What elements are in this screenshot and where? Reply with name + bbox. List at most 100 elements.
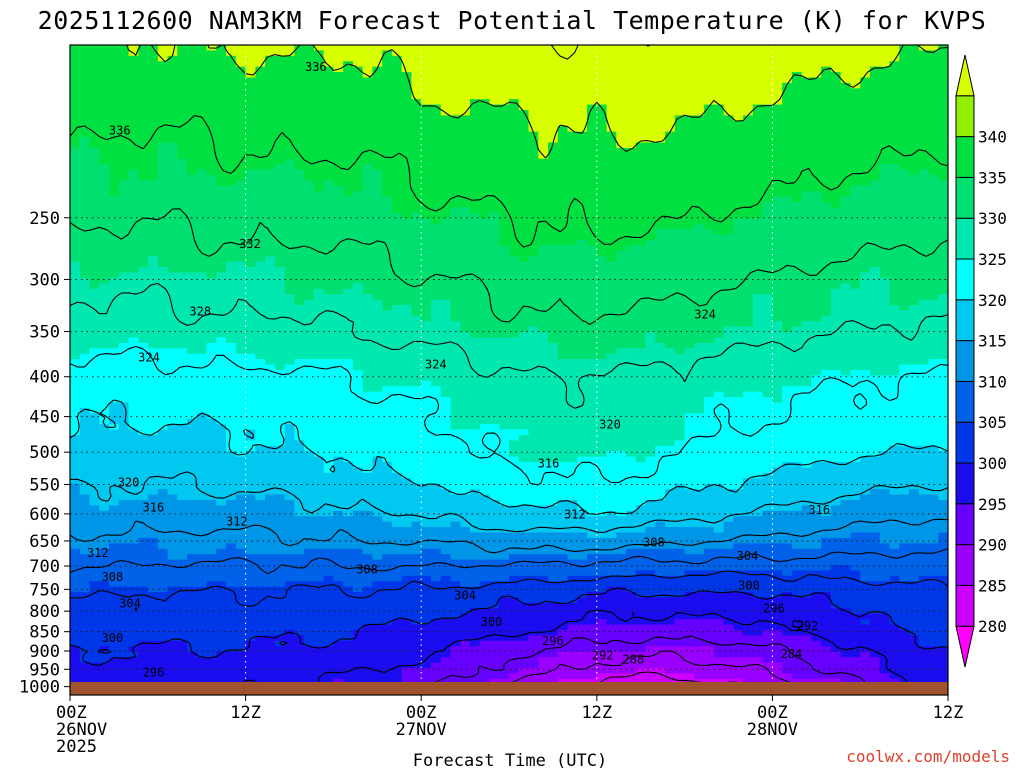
field-cell [879, 310, 891, 317]
field-cell [899, 126, 910, 133]
field-cell [118, 55, 130, 62]
field-cell [606, 310, 617, 317]
field-cell [499, 250, 510, 257]
field-cell [587, 234, 598, 241]
field-cell [879, 50, 891, 57]
field-cell [265, 66, 276, 73]
field-cell [899, 180, 910, 187]
field-cell [499, 131, 510, 138]
field-cell [704, 223, 715, 230]
field-cell [665, 158, 676, 165]
field-cell [245, 212, 256, 219]
field-cell [635, 66, 647, 73]
field-cell [391, 267, 403, 274]
field-cell [879, 337, 891, 344]
field-cell [430, 72, 442, 79]
field-cell [79, 223, 91, 230]
field-cell [723, 110, 734, 117]
field-cell [694, 131, 705, 138]
field-cell [694, 185, 705, 192]
field-cell [908, 256, 920, 263]
field-cell [226, 272, 237, 279]
field-cell [889, 332, 900, 339]
field-cell [469, 185, 481, 192]
field-cell [148, 137, 159, 144]
field-cell [401, 180, 413, 187]
field-cell [850, 277, 861, 284]
field-cell [752, 277, 764, 284]
field-cell [411, 234, 422, 241]
field-cell [196, 99, 208, 106]
field-cell [762, 175, 773, 182]
field-cell [557, 175, 569, 182]
field-cell [460, 229, 471, 236]
field-cell [245, 153, 256, 160]
field-cell [128, 142, 139, 149]
field-cell [216, 185, 227, 192]
field-cell [245, 218, 256, 225]
field-cell [704, 45, 715, 52]
field-cell [450, 272, 461, 279]
field-cell [567, 110, 578, 117]
field-cell [177, 229, 188, 236]
field-cell [635, 299, 647, 306]
field-cell [206, 250, 217, 257]
field-cell [801, 137, 813, 144]
field-cell [167, 110, 178, 117]
field-cell [908, 115, 920, 122]
field-cell [772, 82, 783, 89]
field-cell [782, 310, 793, 317]
field-cell [733, 191, 744, 198]
field-cell [138, 50, 149, 57]
field-cell [665, 250, 676, 257]
field-cell [352, 267, 364, 274]
field-cell [226, 131, 237, 138]
field-cell [587, 202, 598, 209]
field-cell [216, 202, 227, 209]
field-cell [889, 82, 900, 89]
field-cell [733, 110, 744, 117]
field-cell [167, 212, 178, 219]
field-cell [918, 310, 930, 317]
field-cell [187, 218, 198, 225]
field-cell [684, 164, 695, 171]
field-cell [294, 310, 305, 317]
field-cell [128, 196, 139, 203]
field-cell [245, 169, 256, 176]
field-cell [343, 202, 354, 209]
field-cell [284, 267, 295, 274]
field-cell [167, 229, 178, 236]
field-cell [255, 77, 266, 84]
field-cell [255, 223, 266, 230]
field-cell [499, 261, 510, 268]
field-cell [255, 137, 266, 144]
field-cell [284, 158, 295, 165]
field-cell [430, 315, 442, 322]
field-cell [811, 147, 822, 154]
field-cell [538, 45, 549, 52]
field-cell [460, 337, 471, 344]
field-cell [723, 326, 734, 333]
field-cell [489, 164, 500, 171]
field-cell [587, 283, 598, 290]
field-cell [869, 294, 881, 301]
field-cell [499, 229, 510, 236]
field-cell [606, 261, 617, 268]
field-cell [830, 337, 842, 344]
field-cell [206, 126, 217, 133]
field-cell [772, 267, 783, 274]
field-cell [869, 212, 881, 219]
field-cell [655, 321, 666, 328]
field-cell [811, 77, 822, 84]
field-cell [245, 164, 256, 171]
field-cell [226, 180, 237, 187]
field-cell [313, 185, 325, 192]
field-cell [713, 321, 725, 328]
field-cell [235, 321, 247, 328]
field-cell [352, 137, 364, 144]
field-cell [187, 55, 198, 62]
field-cell [294, 82, 305, 89]
field-cell [206, 115, 217, 122]
field-cell [518, 283, 530, 290]
field-cell [596, 310, 608, 317]
